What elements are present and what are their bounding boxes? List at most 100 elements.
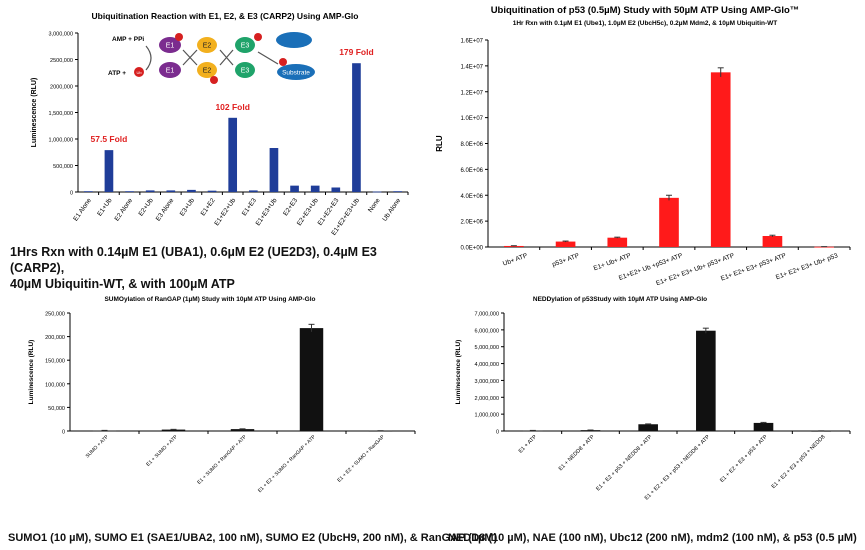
y-tick-label: 4,000,000 <box>475 362 499 368</box>
y-tick-label: 0 <box>70 191 73 197</box>
y-axis-label: Luminescence (RLU) <box>28 340 35 405</box>
x-tick-label: E1 + E2 + E3 + p53 + NEDD8 + ATP <box>644 434 712 502</box>
x-tick-label: E3 Alone <box>155 197 176 223</box>
bar <box>753 422 774 431</box>
e3-enzyme-icon <box>235 37 255 53</box>
caption-line-2: 40µM Ubiquitin-WT, & with 100µM ATP <box>10 277 235 291</box>
bar <box>187 189 196 192</box>
x-tick-label: Ub+ ATP <box>502 252 529 267</box>
bar <box>92 430 117 432</box>
bar <box>207 190 217 192</box>
bar <box>161 429 186 431</box>
bar <box>145 190 155 192</box>
schematic-label-e1: E1 <box>166 43 175 50</box>
e2-enzyme-icon <box>197 37 217 53</box>
ubiquitin-icon <box>134 67 144 77</box>
x-tick-label: E1+E3 <box>241 197 258 217</box>
chart-ubiquitination-carp2: Ubiquitination Reaction with E1, E2, & E… <box>31 11 409 237</box>
x-tick-label: E1 + SUMO + RanGAP + ATP <box>196 434 248 486</box>
x-tick-label: None <box>367 197 382 214</box>
x-tick-label: E1+E2 <box>200 197 217 217</box>
bar <box>290 185 299 192</box>
x-tick-label: E1 + E2 + E3 + p53 + NEDD8 <box>771 434 827 490</box>
panel-1-caption: 1Hrs Rxn with 0.14µM E1 (UBA1), 0.6µM E2… <box>10 244 430 292</box>
schematic-label-atp: ATP + <box>108 70 126 77</box>
fold-annotation: 179 Fold <box>339 47 373 57</box>
y-tick-label: 250,000 <box>45 312 65 318</box>
y-tick-label: 0 <box>62 430 65 436</box>
bar <box>230 429 255 431</box>
schematic-label-substrate: Substrate <box>282 70 310 77</box>
y-tick-label: 2,000,000 <box>475 396 499 402</box>
arrow-curve-icon <box>145 45 152 71</box>
exchange-arrows-icon <box>219 49 234 66</box>
y-tick-label: 6.0E+06 <box>460 168 483 174</box>
chart-title: SUMOylation of RanGAP (1µM) Study with 1… <box>104 296 315 303</box>
y-tick-label: 1,500,000 <box>49 111 73 117</box>
y-tick-label: 5,000,000 <box>475 345 499 351</box>
bar <box>331 187 341 192</box>
fold-annotation: 57.5 Fold <box>91 134 128 144</box>
e2-enzyme-icon <box>197 62 217 78</box>
y-axis-label: RLU <box>435 135 444 152</box>
fold-annotation: 102 Fold <box>215 102 249 112</box>
y-tick-label: 2500,000 <box>50 58 73 64</box>
x-tick-label: E1 + E2 + E3 + p53 + ATP <box>719 434 769 484</box>
panel-sumoylation: SUMOylation of RanGAP (1µM) Study with 1… <box>0 290 430 520</box>
x-tick-label: E1 Alone <box>72 197 93 223</box>
schematic-label-e2: E2 <box>203 68 212 75</box>
y-axis-label: Luminescence (RLU) <box>31 78 38 148</box>
bar <box>299 328 324 431</box>
y-tick-label: 1.2E+07 <box>460 90 483 96</box>
schematic-label-ub: Ub <box>136 70 142 75</box>
exchange-arrows-icon <box>182 49 198 66</box>
bar <box>372 191 382 193</box>
chart-neddylation: NEDDylation of p53Study with 10µM ATP Us… <box>455 296 851 502</box>
bar <box>166 190 176 192</box>
ubiquitin-icon <box>210 76 218 84</box>
y-tick-label: 150,000 <box>45 359 65 365</box>
y-tick-label: 3,000,000 <box>49 32 73 38</box>
y-tick-label: 100,000 <box>45 382 65 388</box>
bar <box>659 197 679 247</box>
bar <box>580 430 601 431</box>
substrate-icon <box>276 32 312 48</box>
reaction-schematic: AMP + PPi ATP + Ub E1 E1 E2 E2 E3 E3 Substrate <box>108 32 315 84</box>
y-tick-label: 0 <box>496 430 499 436</box>
schematic-label-amp-ppi: AMP + PPi <box>112 36 144 43</box>
x-tick-label: E3+Ub <box>179 197 196 218</box>
y-tick-label: 6,000,000 <box>475 328 499 334</box>
e1-enzyme-icon <box>159 37 181 53</box>
bar <box>269 148 279 192</box>
x-tick-label: E2+Ub <box>138 197 155 218</box>
bar <box>814 246 834 248</box>
y-tick-label: 1,000,000 <box>475 413 499 419</box>
panel-ubiquitination-carp2: Ubiquitination Reaction with E1, E2, & E… <box>0 0 430 280</box>
x-tick-label: E1+Ub <box>96 197 113 218</box>
x-tick-label: E1 + NEDD8 + ATP <box>558 434 596 472</box>
y-tick-label: 3,000,000 <box>475 379 499 385</box>
y-tick-label: 0.0E+00 <box>460 246 483 252</box>
x-tick-label: E2+E3 <box>282 197 299 217</box>
y-tick-label: 1.0E+07 <box>460 116 483 122</box>
bar <box>228 117 238 192</box>
bar <box>696 330 716 431</box>
chart-p53-ubiquitination: Ubiquitination of p53 (0.5µM) Study with… <box>435 5 851 285</box>
arrow-icon <box>257 51 279 65</box>
panel-neddylation: NEDDylation of p53Study with 10µM ATP Us… <box>440 290 865 520</box>
bar <box>607 237 628 247</box>
bar <box>710 72 731 247</box>
y-tick-label: 8.0E+06 <box>460 142 483 148</box>
bar <box>352 63 361 193</box>
e1-enzyme-icon <box>159 62 181 78</box>
bar <box>83 191 93 193</box>
bar <box>393 191 403 193</box>
chart-title: Ubiquitination Reaction with E1, E2, & E… <box>92 11 359 21</box>
x-tick-label: SUMO + ATP <box>85 434 111 460</box>
y-tick-label: 500,000 <box>53 164 73 170</box>
y-tick-label: 4.0E+06 <box>460 194 483 200</box>
x-tick-label: E2 Alone <box>114 197 135 223</box>
y-axis-label: Luminescence (RLU) <box>455 340 462 405</box>
y-tick-label: 7,000,000 <box>475 312 499 318</box>
bar <box>248 190 258 192</box>
